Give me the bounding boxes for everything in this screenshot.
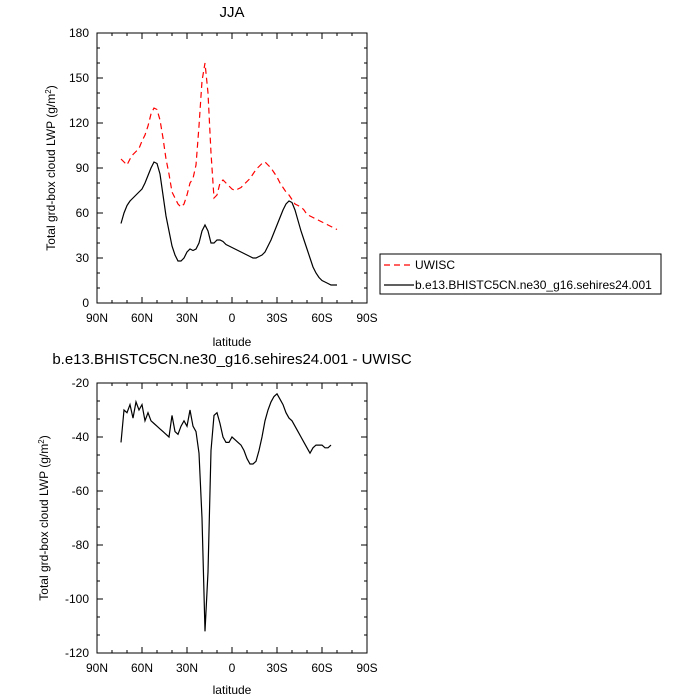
top-y-tick-label: 150 [69,71,89,85]
bottom-x-tick-label: 30N [176,661,198,675]
bottom-series-line-0 [120,392,332,632]
bottom-plot-frame [96,382,368,654]
legend-label-model: b.e13.BHISTC5CN.ne30_g16.sehires24.001 [415,278,652,292]
bottom-x-tick-label: 60N [131,661,153,675]
bottom-x-tick-label: 90N [86,661,108,675]
top-series-lines [120,62,338,286]
top-y-tick-label: 30 [76,251,90,265]
bottom-x-tick-label: 0 [229,661,236,675]
top-y-tick-label: 0 [82,296,89,310]
top-y-tick-label: 90 [76,161,90,175]
bottom-y-axis: -120 -100 -80 -60 -40 -20 [65,376,367,660]
bottom-chart-panel: b.e13.BHISTC5CN.ne30_g16.sehires24.001 -… [37,351,412,697]
top-series-line-0 [120,62,338,231]
top-x-tick-label: 0 [229,311,236,325]
legend-box [379,253,662,295]
top-x-tick-label: 90N [86,311,108,325]
top-x-axis-label: latitude [213,335,252,349]
top-x-tick-label: 90S [356,311,377,325]
bottom-x-axis: 90N 60N 30N 0 30S 60S 90S [86,383,378,675]
legend-label-uwisc: UWISC [415,258,455,272]
bottom-series-lines [120,392,332,632]
top-x-tick-label: 60N [131,311,153,325]
bottom-y-tick-label: -60 [72,484,90,498]
bottom-x-axis-label: latitude [213,683,252,697]
top-plot-frame [96,32,368,304]
bottom-x-tick-label: 30S [266,661,287,675]
bottom-y-tick-label: -40 [72,430,90,444]
top-series-line-1 [120,161,337,286]
top-y-tick-label: 180 [69,26,89,40]
bottom-y-tick-label: -20 [72,376,90,390]
bottom-y-tick-label: -100 [65,592,89,606]
bottom-x-tick-label: 60S [311,661,332,675]
bottom-x-tick-label: 90S [356,661,377,675]
top-x-axis: 90N 60N 30N 0 30S 60S 90S [86,33,378,325]
legend: UWISC b.e13.BHISTC5CN.ne30_g16.sehires24… [379,253,662,295]
bottom-chart-title: b.e13.BHISTC5CN.ne30_g16.sehires24.001 -… [52,351,412,368]
top-y-tick-label: 60 [76,206,90,220]
bottom-y-tick-label: -120 [65,646,89,660]
top-chart-panel: JJA 90N 60N 30N 0 30S 60S 90S 0 30 60 90 120 150 180… [44,4,662,349]
bottom-y-axis-label: Total grd-box cloud LWP (g/m2) [37,435,51,600]
top-x-tick-label: 30S [266,311,287,325]
top-x-tick-label: 60S [311,311,332,325]
top-y-axis-label: Total grd-box cloud LWP (g/m2) [44,85,58,250]
bottom-y-tick-label: -80 [72,538,90,552]
top-chart-title: JJA [219,4,244,21]
top-x-tick-label: 30N [176,311,198,325]
top-y-axis: 0 30 60 90 120 150 180 [69,26,367,310]
top-y-tick-label: 120 [69,116,89,130]
